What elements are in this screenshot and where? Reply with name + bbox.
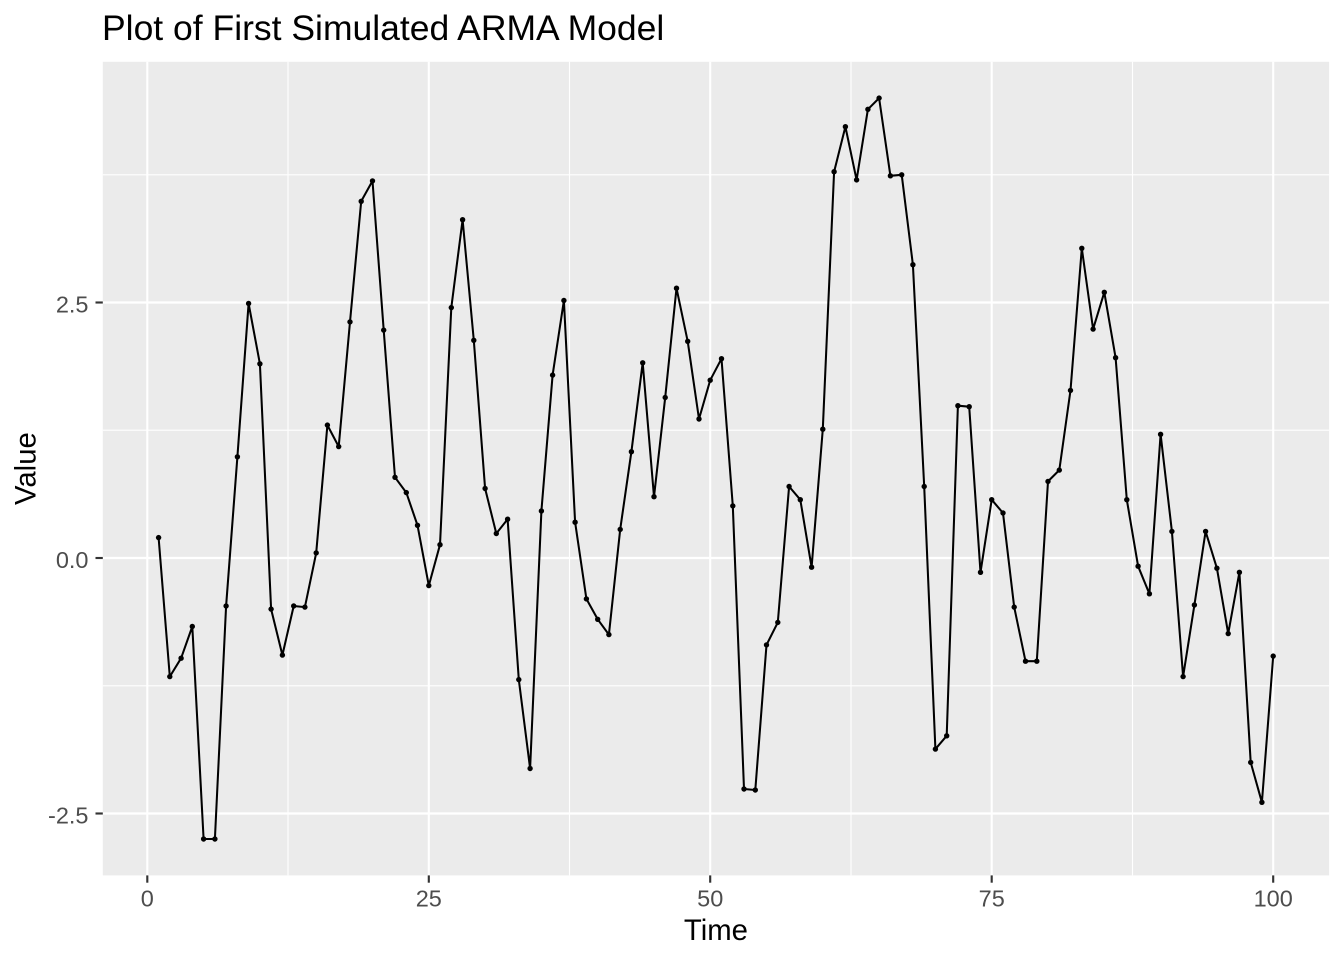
svg-text:Time: Time (684, 914, 748, 947)
svg-text:0: 0 (141, 885, 154, 911)
svg-text:50: 50 (697, 885, 723, 911)
svg-text:25: 25 (416, 885, 442, 911)
svg-text:2.5: 2.5 (56, 291, 89, 317)
svg-text:75: 75 (979, 885, 1005, 911)
svg-text:0.0: 0.0 (56, 547, 89, 573)
svg-text:Plot of First Simulated ARMA M: Plot of First Simulated ARMA Model (102, 8, 664, 48)
svg-text:-2.5: -2.5 (48, 802, 89, 828)
svg-text:Value: Value (10, 432, 43, 505)
svg-text:100: 100 (1254, 885, 1293, 911)
